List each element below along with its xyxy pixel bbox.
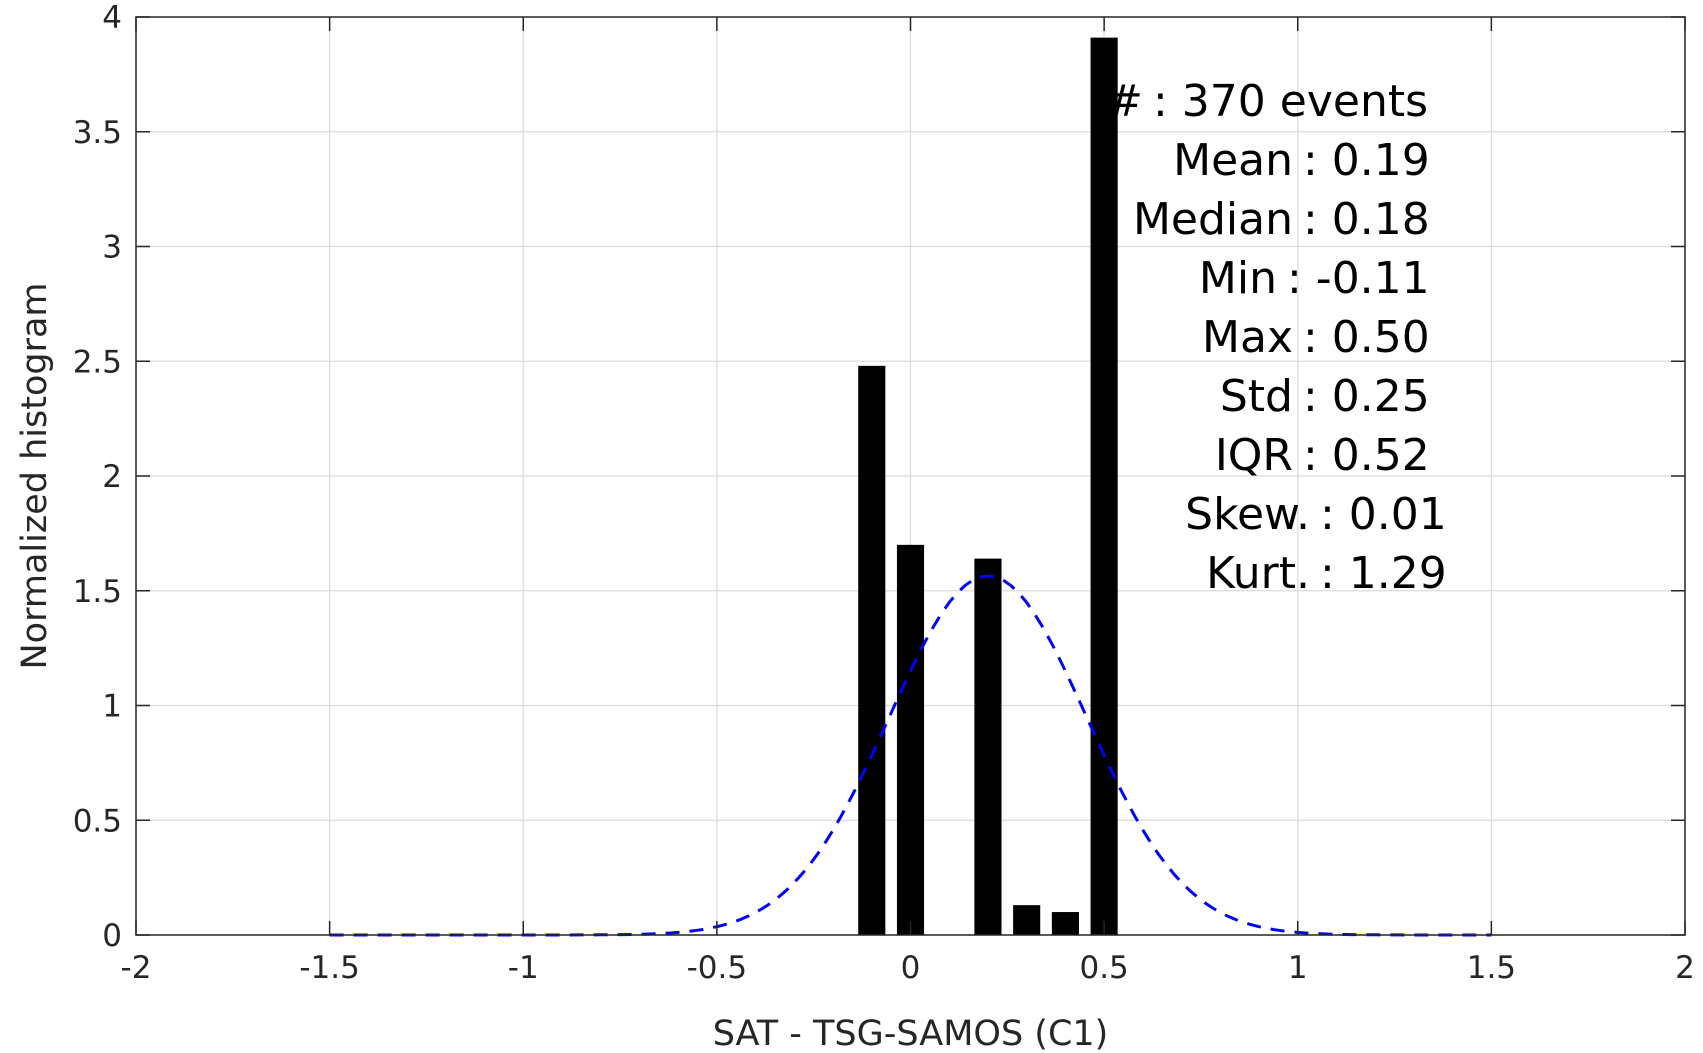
x-tick-label: -2 [121,950,152,986]
x-tick-label: -1 [508,950,539,986]
stats-label: Std [1220,371,1293,422]
stats-value: : 0.01 [1320,489,1447,540]
stats-label: Mean [1173,135,1293,186]
y-tick-label: 2.5 [73,344,122,380]
x-axis-label: SAT - TSG-SAMOS (C1) [713,1014,1109,1053]
stats-value: : 0.50 [1303,312,1430,363]
x-tick-label: 1.5 [1467,950,1516,986]
histogram-bars [858,37,1118,936]
stats-label: Median [1133,194,1293,245]
stats-value: : 0.18 [1303,194,1430,245]
stats-value: : -0.11 [1287,253,1430,304]
y-tick-label: 4 [102,0,122,36]
stats-label: IQR [1215,430,1293,481]
stats-value: : 1.29 [1320,548,1447,599]
x-tick-label: -0.5 [687,950,748,986]
stats-value: : 0.25 [1303,371,1430,422]
axis-ticks [135,16,1686,936]
histogram-bar [1090,37,1118,935]
histogram-bar [1051,912,1079,935]
stats-label: Max [1202,312,1293,363]
y-axis-label: Normalized histogram [15,282,55,669]
stats-value: : 0.19 [1303,135,1430,186]
y-tick-label: 3 [102,230,122,266]
y-tick-label: 0 [102,918,122,954]
histogram-bar [1013,905,1041,935]
stats-label: Skew. [1185,489,1310,540]
x-tick-label: -1.5 [299,950,360,986]
x-tick-label: 2 [1675,950,1695,986]
stats-label: Min [1199,253,1277,304]
stats-label: # [1106,76,1143,127]
stats-value: : 370 events [1153,76,1428,127]
stats-label: Kurt. [1206,548,1310,599]
y-tick-label: 3.5 [73,115,122,151]
x-tick-label: 1 [1288,950,1308,986]
histogram-bar [896,544,925,935]
y-tick-labels: 0 0.5 1 1.5 2 2.5 3 3.5 4 [73,0,122,954]
y-tick-label: 1 [102,689,122,725]
x-tick-label: 0 [901,950,921,986]
x-tick-labels: -2 -1.5 -1 -0.5 0 0.5 1 1.5 2 [121,950,1695,986]
x-tick-label: 0.5 [1079,950,1128,986]
y-tick-label: 0.5 [73,803,122,839]
histogram-bar [858,365,886,936]
y-tick-label: 1.5 [73,574,122,610]
histogram-bar [974,558,1002,935]
stats-value: : 0.52 [1303,430,1430,481]
y-tick-label: 2 [102,459,122,495]
